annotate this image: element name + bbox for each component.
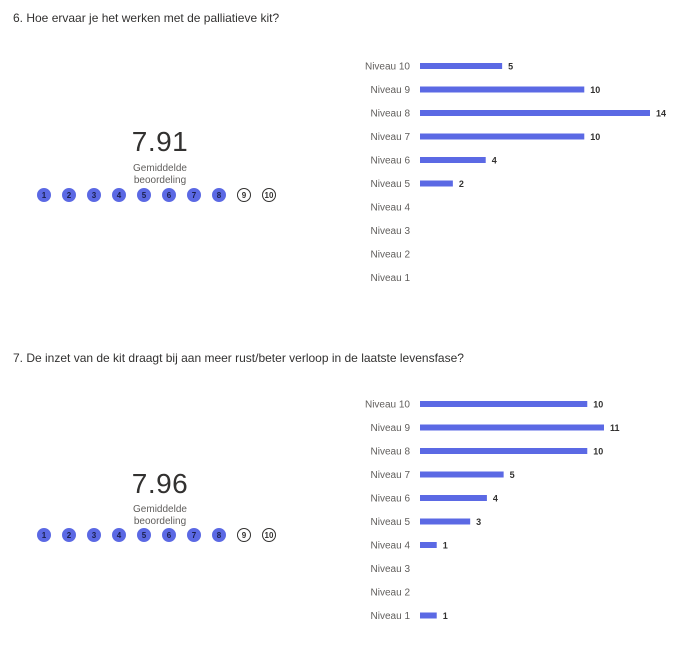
bar <box>420 180 453 187</box>
bar <box>420 63 503 69</box>
rating-dots: 1 2 3 4 5 6 7 8 9 10 <box>37 528 287 544</box>
bar <box>420 401 588 407</box>
bar-value-label: 4 <box>492 156 497 166</box>
bar-value-label: 5 <box>508 62 513 72</box>
category-label: Niveau 8 <box>371 447 411 458</box>
rating-dot-10: 10 <box>262 188 276 202</box>
category-label: Niveau 3 <box>371 226 411 237</box>
category-label: Niveau 6 <box>371 156 411 167</box>
average-block: 7.91 Gemiddelde beoordeling 1 2 3 4 5 6 7 8 9 10 <box>0 0 320 320</box>
rating-dot-2: 2 <box>62 188 76 202</box>
rating-dot-1: 1 <box>37 528 51 542</box>
question-6: 6. Hoe ervaar je het werken met de palli… <box>0 0 696 320</box>
bar-value-label: 4 <box>493 494 498 504</box>
category-label: Niveau 9 <box>371 423 411 434</box>
bar-value-label: 3 <box>476 517 481 527</box>
category-label: Niveau 1 <box>371 273 411 284</box>
bar-value-label: 14 <box>656 109 666 119</box>
rating-dot-4: 4 <box>112 528 126 542</box>
bar-value-label: 10 <box>593 447 603 457</box>
category-label: Niveau 5 <box>371 517 411 528</box>
category-label: Niveau 2 <box>371 250 411 261</box>
category-label: Niveau 3 <box>371 564 411 575</box>
rating-dots: 1 2 3 4 5 6 7 8 9 10 <box>37 188 287 204</box>
bar <box>420 157 486 163</box>
average-value: 7.96 <box>131 468 189 499</box>
average-label: Gemiddelde beoordeling <box>133 163 187 186</box>
category-label: Niveau 1 <box>371 611 411 622</box>
rating-dot-7: 7 <box>187 188 201 202</box>
category-label: Niveau 7 <box>371 470 411 481</box>
bar-value-label: 10 <box>590 132 600 142</box>
bar-value-label: 1 <box>443 611 448 621</box>
bar <box>420 110 650 116</box>
rating-dot-6: 6 <box>162 528 176 542</box>
category-label: Niveau 8 <box>371 109 411 120</box>
rating-dot-3: 3 <box>87 528 101 542</box>
bar <box>420 448 588 454</box>
bar-value-label: 10 <box>590 85 600 95</box>
bar-value-label: 10 <box>593 400 603 410</box>
bar <box>420 518 471 525</box>
bar-value-label: 11 <box>610 423 620 433</box>
average-block: 7.96 Gemiddelde beoordeling 1 2 3 4 5 6 7 8 9 10 <box>0 340 320 660</box>
bar <box>420 612 437 619</box>
rating-dot-5: 5 <box>137 528 151 542</box>
bar <box>420 542 437 548</box>
question-title: 7. De inzet van de kit draagt bij aan me… <box>13 351 464 365</box>
bar-chart: Niveau 10 5 Niveau 9 10 Niveau 8 14 Niveau 7 10… <box>365 62 666 285</box>
question-7: 7. De inzet van de kit draagt bij aan me… <box>0 340 696 660</box>
category-label: Niveau 7 <box>371 132 411 143</box>
bar <box>420 471 504 478</box>
rating-dot-1: 1 <box>37 188 51 202</box>
rating-dot-8: 8 <box>212 188 226 202</box>
rating-dot-7: 7 <box>187 528 201 542</box>
category-label: Niveau 9 <box>371 85 411 96</box>
bar-value-label: 2 <box>459 179 464 189</box>
bar <box>420 424 604 431</box>
category-label: Niveau 2 <box>371 588 411 599</box>
rating-dot-9: 9 <box>237 188 251 202</box>
bar-value-label: 5 <box>510 470 515 480</box>
rating-dot-2: 2 <box>62 528 76 542</box>
category-label: Niveau 10 <box>365 62 410 73</box>
rating-dot-8: 8 <box>212 528 226 542</box>
category-label: Niveau 10 <box>365 400 410 411</box>
bar <box>420 86 585 93</box>
rating-dot-6: 6 <box>162 188 176 202</box>
category-label: Niveau 4 <box>371 541 411 552</box>
rating-dot-4: 4 <box>112 188 126 202</box>
rating-dot-5: 5 <box>137 188 151 202</box>
bar <box>420 495 487 501</box>
average-value: 7.91 <box>131 126 189 157</box>
rating-dot-10: 10 <box>262 528 276 542</box>
bar <box>420 133 585 140</box>
rating-dot-9: 9 <box>237 528 251 542</box>
rating-dot-3: 3 <box>87 188 101 202</box>
bar-value-label: 1 <box>443 541 448 551</box>
category-label: Niveau 5 <box>371 179 411 190</box>
average-label: Gemiddelde beoordeling <box>133 504 187 527</box>
category-label: Niveau 6 <box>371 494 411 505</box>
question-title: 6. Hoe ervaar je het werken met de palli… <box>13 11 280 25</box>
category-label: Niveau 4 <box>371 203 411 214</box>
